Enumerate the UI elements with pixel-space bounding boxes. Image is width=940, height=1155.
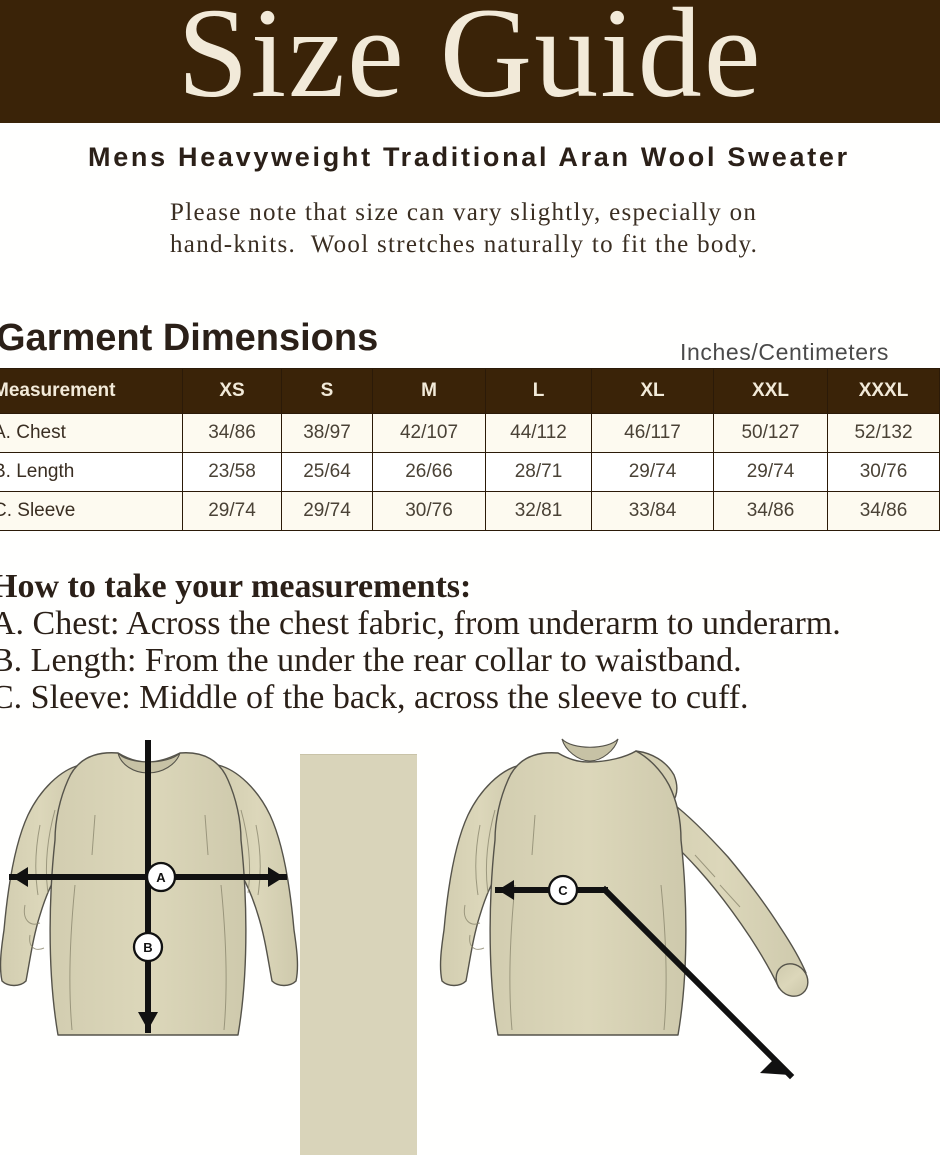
svg-text:A: A [156, 870, 166, 885]
svg-text:B: B [143, 940, 152, 955]
svg-text:C: C [558, 883, 568, 898]
